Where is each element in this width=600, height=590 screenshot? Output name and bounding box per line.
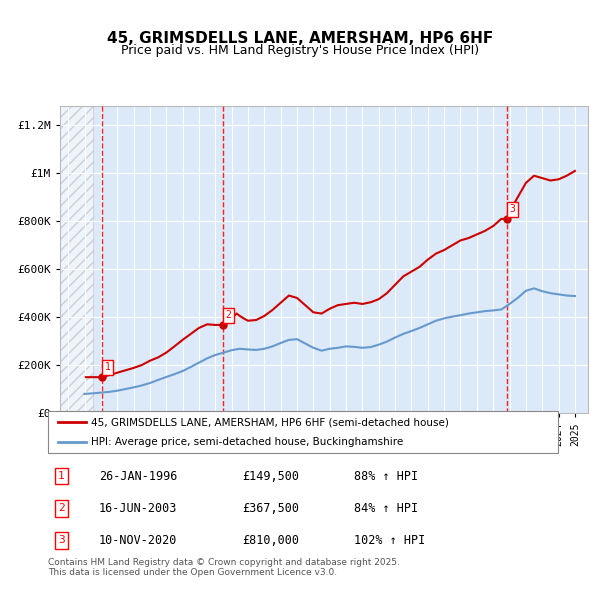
Text: £149,500: £149,500 bbox=[242, 470, 299, 483]
Bar bbox=[60, 106, 92, 413]
Text: 16-JUN-2003: 16-JUN-2003 bbox=[99, 502, 178, 514]
Text: 45, GRIMSDELLS LANE, AMERSHAM, HP6 6HF: 45, GRIMSDELLS LANE, AMERSHAM, HP6 6HF bbox=[107, 31, 493, 46]
Text: 2: 2 bbox=[58, 503, 65, 513]
Text: 10-NOV-2020: 10-NOV-2020 bbox=[99, 534, 178, 547]
Text: 102% ↑ HPI: 102% ↑ HPI bbox=[354, 534, 425, 547]
Text: 1: 1 bbox=[58, 471, 65, 481]
Text: 88% ↑ HPI: 88% ↑ HPI bbox=[354, 470, 418, 483]
FancyBboxPatch shape bbox=[48, 411, 558, 453]
Text: £367,500: £367,500 bbox=[242, 502, 299, 514]
Text: 84% ↑ HPI: 84% ↑ HPI bbox=[354, 502, 418, 514]
Text: 1: 1 bbox=[104, 362, 110, 372]
Text: Price paid vs. HM Land Registry's House Price Index (HPI): Price paid vs. HM Land Registry's House … bbox=[121, 44, 479, 57]
Text: £810,000: £810,000 bbox=[242, 534, 299, 547]
Text: Contains HM Land Registry data © Crown copyright and database right 2025.
This d: Contains HM Land Registry data © Crown c… bbox=[48, 558, 400, 577]
Text: 3: 3 bbox=[509, 204, 515, 214]
Text: 2: 2 bbox=[225, 310, 231, 320]
Text: HPI: Average price, semi-detached house, Buckinghamshire: HPI: Average price, semi-detached house,… bbox=[91, 437, 404, 447]
Text: 3: 3 bbox=[58, 535, 65, 545]
Text: 26-JAN-1996: 26-JAN-1996 bbox=[99, 470, 178, 483]
Text: 45, GRIMSDELLS LANE, AMERSHAM, HP6 6HF (semi-detached house): 45, GRIMSDELLS LANE, AMERSHAM, HP6 6HF (… bbox=[91, 418, 449, 428]
